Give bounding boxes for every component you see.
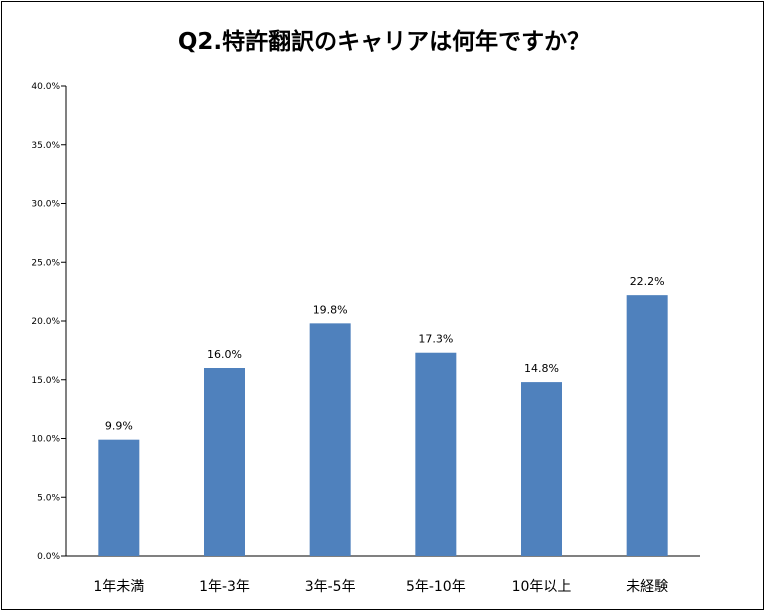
bar — [521, 382, 562, 556]
y-tick-label: 5.0% — [37, 493, 60, 503]
axes: 0.0% 5.0% 10.0% 15.0% 20.0% 25.0% 30.0% 35.0% 40… — [31, 82, 700, 562]
y-tick-label: 35.0% — [31, 141, 60, 151]
y-tick-label: 0.0% — [37, 552, 60, 562]
bar — [626, 295, 668, 556]
bar — [415, 352, 457, 556]
y-tick-label: 40.0% — [31, 82, 60, 92]
data-label: 14.8% — [524, 362, 559, 375]
data-label: 22.2% — [630, 275, 665, 288]
data-label: 17.3% — [418, 333, 453, 346]
x-tick-label: 3年-5年 — [305, 579, 356, 595]
x-tick-label: 1年-3年 — [199, 579, 250, 595]
y-tick-label: 25.0% — [31, 258, 60, 268]
data-label: 9.9% — [105, 420, 133, 433]
chart-title: Q2.特許翻訳のキャリアは何年ですか？ — [177, 29, 591, 55]
y-tick-label: 20.0% — [31, 317, 60, 327]
bars — [98, 295, 668, 556]
x-tick-label: 未経験 — [626, 579, 668, 595]
x-tick-label: 5年-10年 — [406, 579, 466, 595]
bar — [98, 439, 140, 556]
data-label: 16.0% — [207, 348, 242, 361]
x-tick-label: 1年未満 — [93, 579, 144, 595]
data-label: 19.8% — [313, 303, 348, 316]
bar — [204, 368, 245, 556]
y-tick-label: 15.0% — [31, 376, 60, 386]
y-tick-label: 30.0% — [31, 200, 60, 210]
x-tick-label: 10年以上 — [512, 579, 572, 595]
labels: 9.9% 1年未満 16.0% 1年-3年 19.8% 3年-5年 17.3% 5年-10年 1… — [93, 275, 668, 595]
y-tick-label: 10.0% — [31, 435, 60, 445]
bar — [309, 323, 351, 556]
